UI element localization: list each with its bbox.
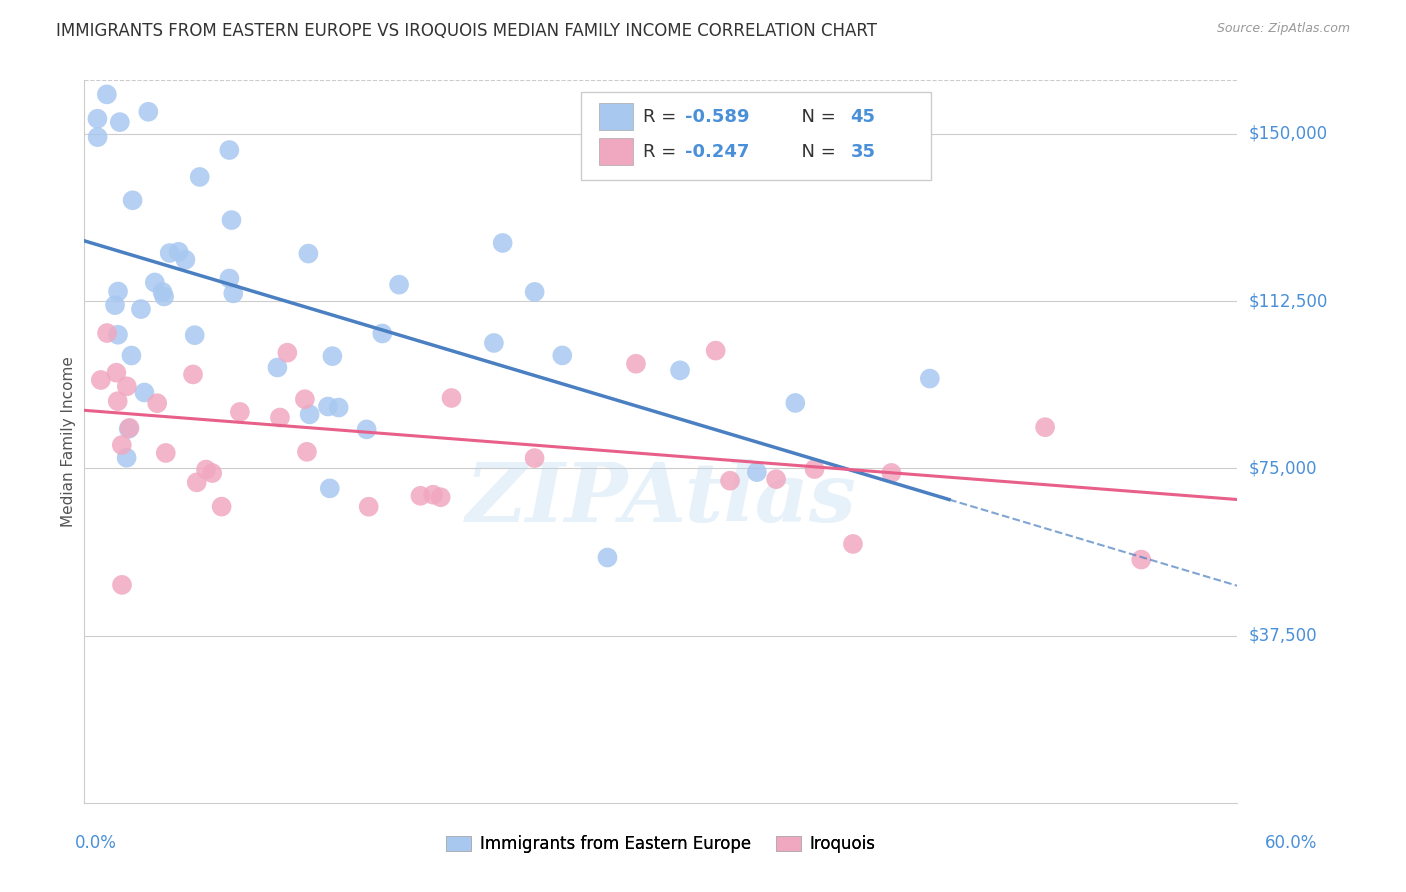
Point <box>321 349 343 363</box>
Text: N =: N = <box>790 143 842 161</box>
Text: IMMIGRANTS FROM EASTERN EUROPE VS IROQUOIS MEDIAN FAMILY INCOME CORRELATION CHAR: IMMIGRANTS FROM EASTERN EUROPE VS IROQUO… <box>56 22 877 40</box>
Point <box>174 252 197 267</box>
Point <box>115 379 138 393</box>
Text: ZIPAtlas: ZIPAtlas <box>465 459 856 540</box>
Point <box>523 451 546 466</box>
Point <box>153 289 176 303</box>
Point <box>183 328 205 343</box>
Point <box>440 391 463 405</box>
Point <box>422 488 444 502</box>
Point <box>491 235 513 250</box>
Text: 0.0%: 0.0% <box>75 834 117 852</box>
Point <box>1033 420 1056 434</box>
Point <box>295 445 318 459</box>
Point <box>842 537 865 551</box>
Point <box>186 475 208 490</box>
Point <box>266 360 288 375</box>
Point <box>880 466 903 480</box>
Point <box>107 285 129 299</box>
Point <box>221 213 243 227</box>
Y-axis label: Median Family Income: Median Family Income <box>60 356 76 527</box>
Point <box>115 450 138 465</box>
Point <box>108 115 131 129</box>
Point <box>388 277 411 292</box>
Point <box>482 335 505 350</box>
Point <box>195 462 218 476</box>
Point <box>328 401 350 415</box>
Text: 60.0%: 60.0% <box>1264 834 1317 852</box>
Point <box>211 500 233 514</box>
Point <box>107 327 129 342</box>
Point <box>96 87 118 102</box>
Point <box>319 482 342 496</box>
Point <box>222 286 245 301</box>
Point <box>104 298 127 312</box>
Text: 45: 45 <box>851 108 876 126</box>
Point <box>152 285 174 299</box>
Text: Source: ZipAtlas.com: Source: ZipAtlas.com <box>1216 22 1350 36</box>
Point <box>276 345 298 359</box>
Point <box>624 357 647 371</box>
Text: $75,000: $75,000 <box>1249 459 1317 477</box>
Point <box>121 194 143 208</box>
Point <box>294 392 316 407</box>
Point <box>143 276 166 290</box>
Text: N =: N = <box>790 108 842 126</box>
Point <box>167 244 190 259</box>
Point <box>669 363 692 377</box>
Point <box>201 466 224 480</box>
Point <box>107 394 129 409</box>
Point <box>371 326 394 341</box>
Point <box>118 421 141 435</box>
Point <box>159 246 181 260</box>
Point <box>111 438 134 452</box>
Text: 35: 35 <box>851 143 876 161</box>
Point <box>316 400 339 414</box>
Point <box>86 130 108 145</box>
Point <box>785 396 807 410</box>
Point <box>118 422 141 436</box>
Point <box>181 368 204 382</box>
Point <box>298 408 321 422</box>
Point <box>357 500 380 514</box>
Point <box>429 490 451 504</box>
Point <box>765 472 787 486</box>
Point <box>96 326 118 340</box>
Point <box>297 246 319 260</box>
Point <box>523 285 546 299</box>
Point <box>90 373 112 387</box>
Point <box>218 143 240 157</box>
Point <box>596 550 619 565</box>
Point <box>229 405 252 419</box>
Point <box>269 410 291 425</box>
Point <box>111 578 134 592</box>
Point <box>129 301 152 316</box>
Text: $150,000: $150,000 <box>1249 125 1327 143</box>
Point <box>551 348 574 362</box>
Point <box>704 343 727 358</box>
Point <box>1130 552 1153 566</box>
Point <box>134 385 156 400</box>
Point <box>120 349 142 363</box>
Point <box>918 371 941 385</box>
Text: $37,500: $37,500 <box>1249 626 1317 645</box>
Point <box>803 462 825 476</box>
Point <box>745 465 768 479</box>
Point <box>356 422 378 436</box>
Point <box>218 271 240 285</box>
Point <box>105 366 128 380</box>
Point <box>718 474 741 488</box>
Text: R =: R = <box>643 108 682 126</box>
Text: -0.247: -0.247 <box>685 143 749 161</box>
Point <box>155 446 177 460</box>
Point <box>86 112 108 126</box>
Point <box>188 169 211 184</box>
Point <box>409 489 432 503</box>
Legend: Immigrants from Eastern Europe, Iroquois: Immigrants from Eastern Europe, Iroquois <box>440 828 882 860</box>
Text: R =: R = <box>643 143 682 161</box>
Point <box>146 396 169 410</box>
Point <box>138 104 160 119</box>
Text: -0.589: -0.589 <box>685 108 749 126</box>
Text: $112,500: $112,500 <box>1249 292 1327 310</box>
